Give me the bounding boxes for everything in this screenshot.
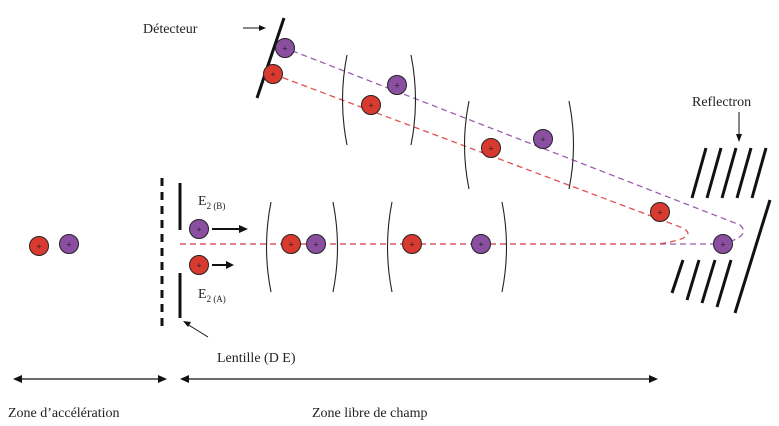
ion-charge-symbol: + (540, 135, 545, 145)
ion-b-purple: + (387, 75, 407, 95)
bracket-left (386, 201, 393, 293)
energy-b-main: E (198, 194, 207, 209)
ion-charge-symbol: + (196, 225, 201, 235)
ion-a-red: + (361, 95, 381, 115)
bracket-left (341, 54, 348, 146)
ion-charge-symbol: + (368, 101, 373, 111)
reflectron-label: Reflectron (692, 95, 751, 110)
ion-charge-symbol: + (657, 208, 662, 218)
ion-charge-symbol: + (720, 240, 725, 250)
detector-arrow (243, 25, 266, 31)
velocity-arrow-b (212, 225, 248, 233)
reflectron (670, 147, 772, 314)
ion-charge-symbol: + (409, 240, 414, 250)
energy-b-label: E2 (B) (198, 194, 225, 211)
reflectron-arrow (736, 112, 742, 142)
bracket-right (568, 100, 575, 190)
ion-charge-symbol: + (36, 242, 41, 252)
energy-a-main: E (198, 287, 207, 302)
ion-b-purple: + (533, 129, 553, 149)
ion-charge-symbol: + (488, 144, 493, 154)
lens-label: Lentille (D E) (217, 351, 296, 366)
detector-label: Détecteur (143, 22, 198, 37)
bracket-right (410, 54, 417, 146)
acceleration-zone-label: Zone d’accélération (8, 406, 120, 421)
ion-a-red: + (189, 255, 209, 275)
energy-b-subscript: 2 (B) (207, 201, 226, 211)
ion-charge-symbol: + (394, 81, 399, 91)
ion-a-red: + (650, 202, 670, 222)
ion-charge-symbol: + (196, 261, 201, 271)
detector-plate (255, 17, 286, 99)
acceleration-zone-arrow (13, 375, 167, 383)
bracket-right (501, 201, 508, 293)
ion-charge-symbol: + (270, 70, 275, 80)
energy-a-subscript: 2 (A) (207, 294, 226, 304)
ion-a-red: + (263, 64, 283, 84)
ions: + + + + + + + + + + + + + + + + (29, 38, 733, 275)
bracket-right (332, 201, 339, 293)
ion-charge-symbol: + (66, 240, 71, 250)
ion-a-red: + (281, 234, 301, 254)
ion-charge-symbol: + (478, 240, 483, 250)
ion-a-flight-path (180, 73, 689, 245)
ion-a-red: + (481, 138, 501, 158)
ion-b-purple: + (189, 219, 209, 239)
free-field-zone-arrow (180, 375, 658, 383)
ion-a-red: + (402, 234, 422, 254)
ion-charge-symbol: + (313, 240, 318, 250)
bracket-left (265, 201, 272, 293)
packet-brackets (265, 54, 575, 293)
free-field-zone-label: Zone libre de champ (312, 406, 427, 421)
velocity-arrow-a (212, 261, 234, 269)
ion-b-purple: + (471, 234, 491, 254)
ion-charge-symbol: + (282, 44, 287, 54)
ion-b-purple: + (713, 234, 733, 254)
bracket-left (463, 100, 470, 190)
ion-b-purple: + (306, 234, 326, 254)
ion-charge-symbol: + (288, 240, 293, 250)
ion-b-purple: + (275, 38, 295, 58)
ion-a-red: + (29, 236, 49, 256)
energy-a-label: E2 (A) (198, 287, 226, 304)
ion-b-purple: + (59, 234, 79, 254)
lens-arrow (183, 321, 209, 338)
